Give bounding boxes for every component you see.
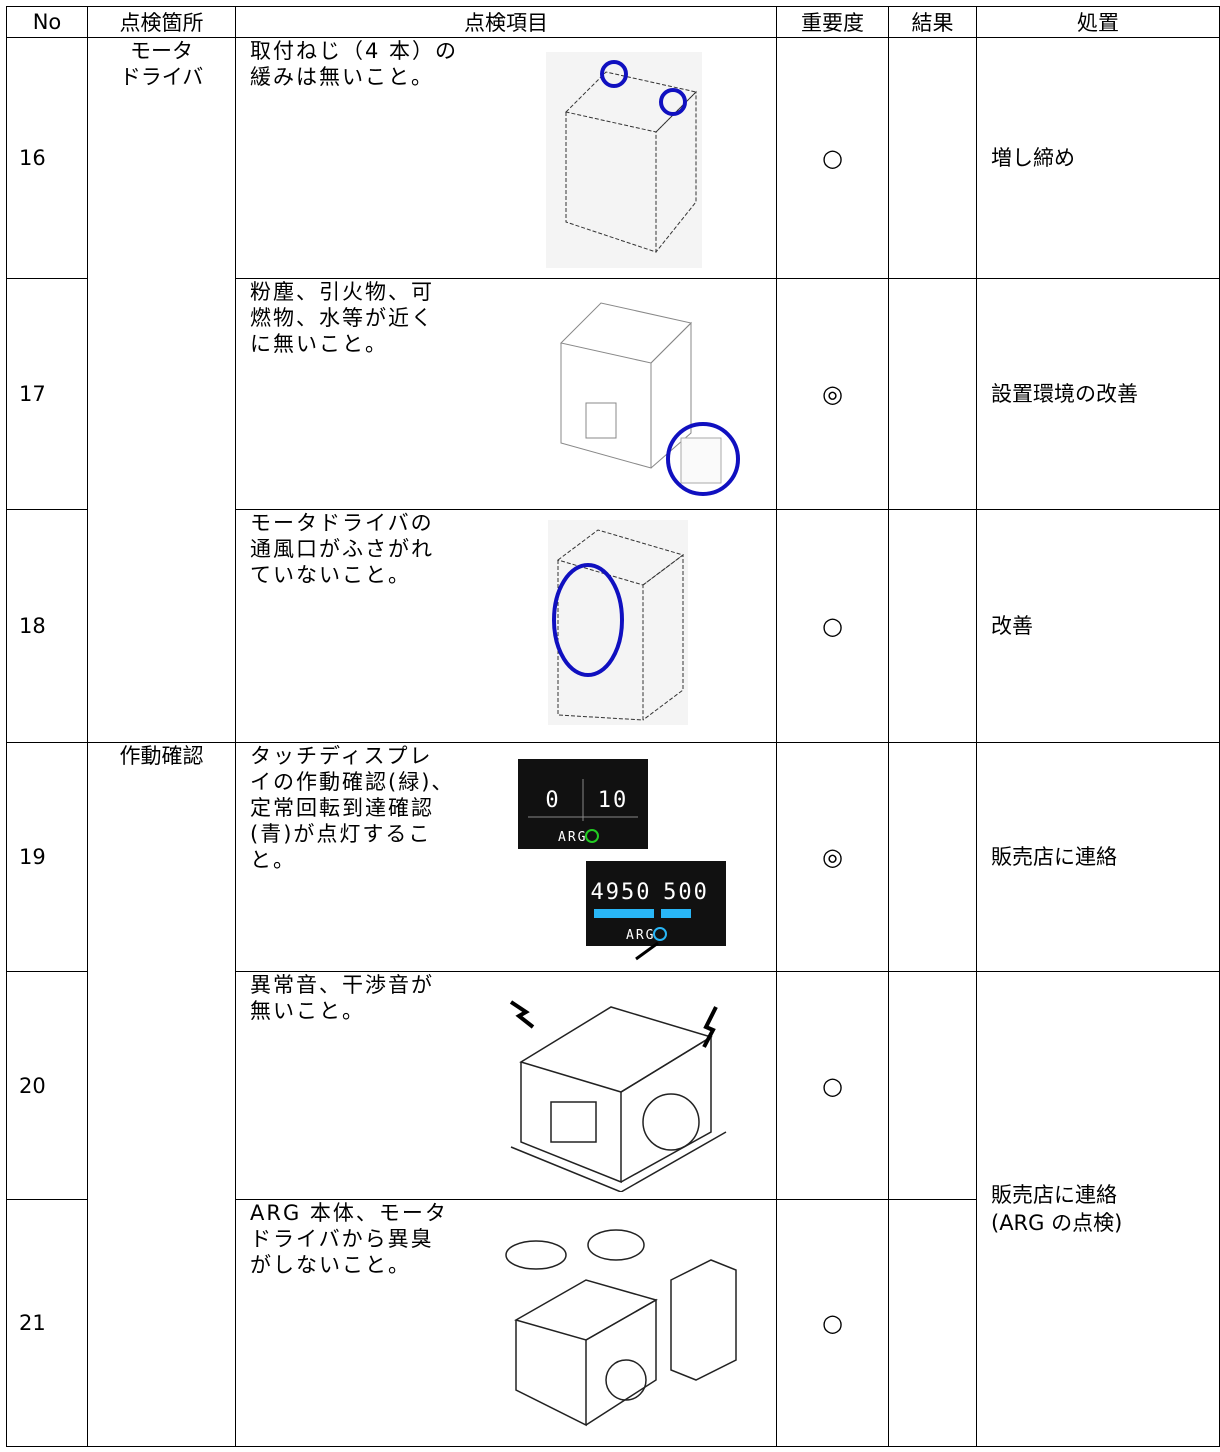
- display-value: 500: [663, 880, 709, 905]
- text-line: 粉塵、引火物、可: [250, 280, 434, 304]
- importance-cell: ◎: [776, 742, 889, 972]
- result-cell: [888, 278, 977, 510]
- text-line: に無いこと。: [250, 332, 388, 356]
- item-cell: 粉塵、引火物、可 燃物、水等が近く に無いこと。: [235, 278, 777, 510]
- text-line: ていないこと。: [250, 563, 411, 587]
- display-screen: 4950 500 ARG: [586, 861, 726, 961]
- text-line: 増し締め: [991, 146, 1075, 170]
- text-line: 緩みは無いこと。: [250, 65, 434, 89]
- no-cell: 20: [6, 971, 88, 1200]
- item-text: 異常音、干渉音が 無いこと。: [250, 972, 434, 1024]
- text-line: タッチディスプレ: [250, 744, 433, 768]
- item-cell: 異常音、干渉音が 無いこと。: [235, 971, 777, 1200]
- result-cell: [888, 971, 977, 1200]
- text-line: 燃物、水等が近く: [250, 306, 434, 330]
- item-cell: ARG 本体、モータ ドライバから異臭 がしないこと。: [235, 1199, 777, 1447]
- text-line: ARG 本体、モータ: [250, 1201, 448, 1225]
- text-line: イの作動確認(緑)、: [250, 770, 455, 794]
- result-cell: [888, 37, 977, 279]
- text-line: モータドライバの: [250, 511, 434, 535]
- row: 18 モータドライバの 通風口がふさがれ ていないこと。 ○ 改善: [6, 509, 1220, 743]
- action-cell: 販売店に連絡: [976, 742, 1220, 972]
- text-line: 設置環境の改善: [991, 382, 1138, 406]
- no-cell: 19: [6, 742, 88, 972]
- item-text: モータドライバの 通風口がふさがれ ていないこと。: [250, 510, 434, 588]
- text-line: と。: [250, 848, 296, 872]
- text-line: 改善: [991, 614, 1033, 638]
- display-value: 0: [545, 788, 560, 813]
- header-cell: 処置: [976, 6, 1220, 38]
- illustration: [560, 302, 740, 496]
- display-brand: ARG: [626, 928, 655, 943]
- action-cell: 増し締め: [976, 37, 1220, 279]
- header-cell: 点検箇所: [87, 6, 236, 38]
- no-cell: 18: [6, 509, 88, 743]
- illustration: [548, 520, 688, 725]
- item-cell: タッチディスプレ イの作動確認(緑)、 定常回転到達確認 (青)が点灯するこ と。 0 1…: [235, 742, 777, 972]
- row: 16 モータ ドライバ 取付ねじ（4 本）の 緩みは無いこと。 ○ 増し締め: [6, 37, 1220, 743]
- result-cell: [888, 1199, 977, 1447]
- text-line: (青)が点灯するこ: [250, 822, 432, 846]
- item-text: タッチディスプレ イの作動確認(緑)、 定常回転到達確認 (青)が点灯するこ と。: [250, 743, 454, 873]
- illustration: [546, 52, 702, 268]
- item-text: ARG 本体、モータ ドライバから異臭 がしないこと。: [250, 1200, 448, 1278]
- no-cell: 16: [6, 37, 88, 279]
- text-line: ドライバ: [119, 65, 204, 89]
- importance-cell: ○: [776, 509, 889, 743]
- action-cell: 販売店に連絡 (ARG の点検): [976, 971, 1220, 1447]
- text-line: 販売店に連絡: [991, 845, 1117, 869]
- row: 20 異常音、干渉音が 無いこと。 ○ 販売店に連絡 (ARG の点検): [6, 971, 1220, 1447]
- no-cell: 21: [6, 1199, 88, 1447]
- text-line: モータ: [130, 39, 193, 63]
- importance-cell: ○: [776, 1199, 889, 1447]
- row: 17 粉塵、引火物、可 燃物、水等が近く に無いこと。 ◎ 設置環境の改善: [6, 278, 1220, 510]
- importance-cell: ○: [776, 37, 889, 279]
- header-cell: 点検項目: [235, 6, 777, 38]
- action-cell: 設置環境の改善: [976, 278, 1220, 510]
- action-cell: 改善: [976, 509, 1220, 743]
- header-cell: 結果: [888, 6, 977, 38]
- header-cell: No: [6, 6, 88, 38]
- display-value: 10: [598, 788, 629, 813]
- display-brand: ARG: [558, 830, 587, 845]
- importance-cell: ○: [776, 971, 889, 1200]
- item-text: 取付ねじ（4 本）の 緩みは無いこと。: [250, 38, 458, 90]
- display-screen: 0 10 ARG: [518, 759, 648, 849]
- inspection-table: No 点検箇所 点検項目 重要度 結果 処置 16 モータ ドライバ 取付ねじ（4…: [6, 6, 1220, 1447]
- header-row: No 点検箇所 点検項目 重要度 結果 処置: [6, 6, 1220, 38]
- text-line: 異常音、干渉音が: [250, 973, 434, 997]
- row: 21 ARG 本体、モータ ドライバから異臭 がしないこと。 ○: [6, 1199, 1220, 1447]
- text-line: 定常回転到達確認: [250, 796, 434, 820]
- location-cell: モータ ドライバ: [87, 37, 236, 743]
- result-cell: [888, 742, 977, 972]
- illustration: [509, 1000, 727, 1192]
- text-line: 取付ねじ（4 本）の: [250, 39, 459, 63]
- result-cell: [888, 509, 977, 743]
- row: 19 作動確認 タッチディスプレ イの作動確認(緑)、 定常回転到達確認 (青)が点灯…: [6, 742, 1220, 1447]
- no-cell: 17: [6, 278, 88, 510]
- text-line: 販売店に連絡: [991, 1183, 1117, 1207]
- text-line: 作動確認: [119, 744, 204, 768]
- item-cell: 取付ねじ（4 本）の 緩みは無いこと。: [235, 37, 777, 279]
- item-text: 粉塵、引火物、可 燃物、水等が近く に無いこと。: [250, 279, 434, 357]
- text-line: (ARG の点検): [991, 1211, 1123, 1235]
- text-line: ドライバから異臭: [250, 1227, 434, 1251]
- display-value: 4950: [591, 880, 652, 905]
- text-line: 通風口がふさがれ: [250, 537, 434, 561]
- text-line: 無いこと。: [250, 999, 365, 1023]
- item-cell: モータドライバの 通風口がふさがれ ていないこと。: [235, 509, 777, 743]
- header-cell: 重要度: [776, 6, 889, 38]
- location-cell: 作動確認: [87, 742, 236, 1447]
- illustration: [505, 1229, 737, 1427]
- importance-cell: ◎: [776, 278, 889, 510]
- text-line: がしないこと。: [250, 1253, 411, 1277]
